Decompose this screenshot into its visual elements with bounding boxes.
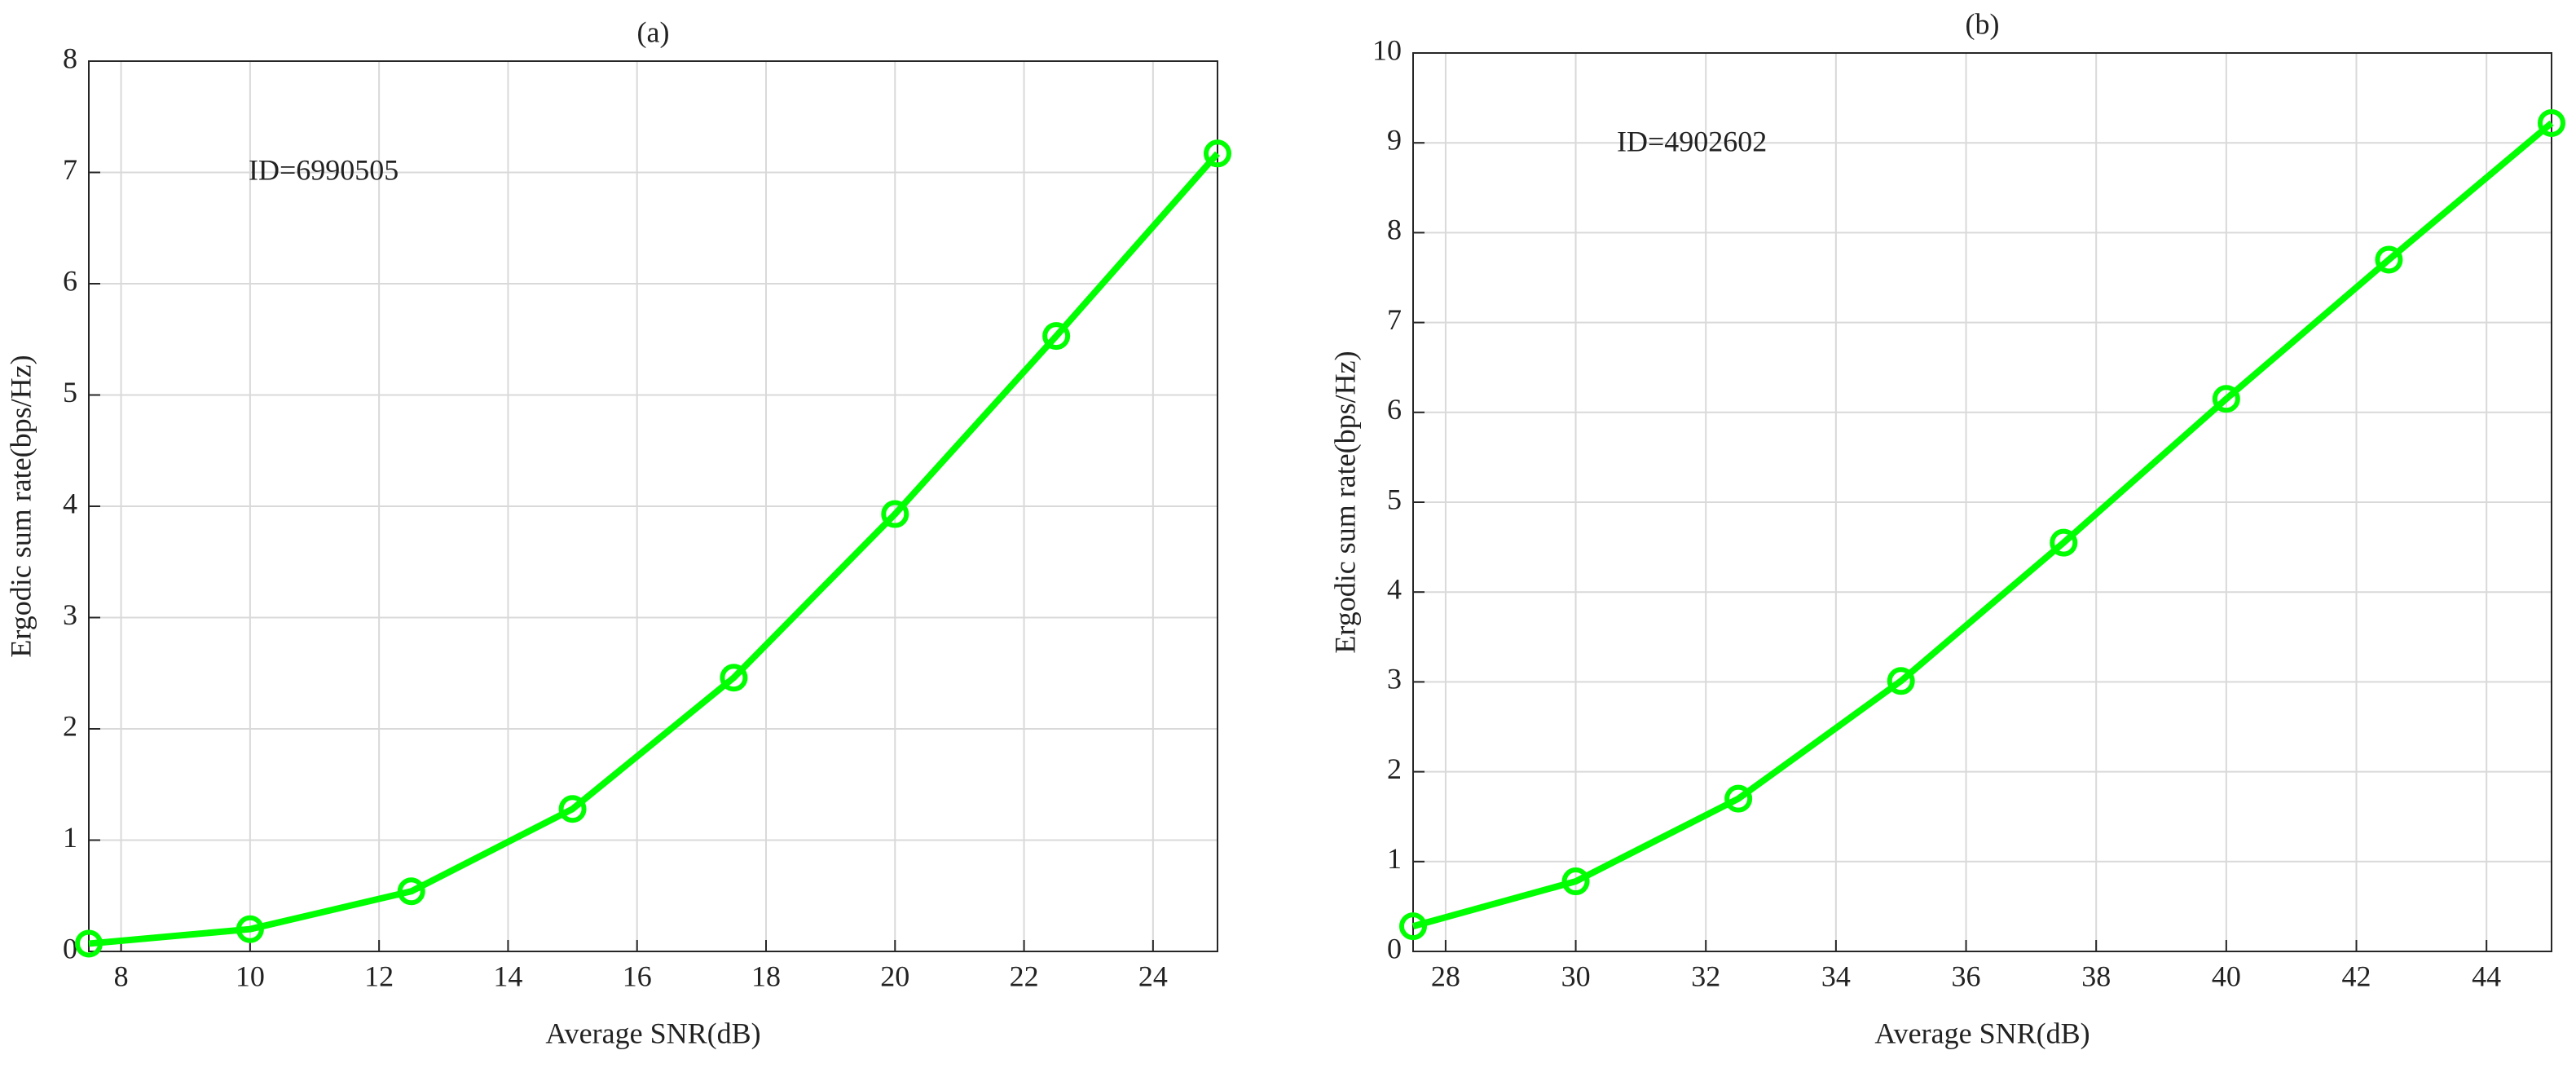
- x-tick-label: 32: [1691, 960, 1720, 992]
- x-axis-label: Average SNR(dB): [545, 1017, 760, 1049]
- x-tick-label: 30: [1561, 960, 1591, 992]
- data-point: [1887, 667, 1915, 695]
- y-tick-label: 1: [63, 821, 77, 854]
- data-point: [1724, 784, 1753, 813]
- y-tick-label: 2: [63, 709, 77, 742]
- data-point: [75, 929, 103, 958]
- plot-frame: [1412, 52, 2552, 952]
- y-tick-label: 2: [1387, 752, 1402, 785]
- data-point: [2375, 245, 2403, 274]
- x-tick-label: 42: [2342, 960, 2371, 992]
- data-point: [397, 877, 425, 906]
- plot-frame: [88, 60, 1218, 952]
- y-tick-label: 3: [1387, 663, 1402, 695]
- y-tick-label: 0: [63, 932, 77, 964]
- y-tick-label: 5: [63, 376, 77, 408]
- data-point: [2212, 385, 2240, 413]
- y-tick-label: 4: [1387, 572, 1402, 605]
- x-tick-label: 14: [493, 960, 522, 992]
- data-point: [1204, 139, 1231, 168]
- y-tick-label: 9: [1387, 123, 1402, 156]
- data-point: [720, 664, 748, 692]
- y-tick-label: 6: [1387, 393, 1402, 426]
- y-tick-label: 5: [1387, 483, 1402, 515]
- y-axis-label: Ergodic sum rate(bps/Hz): [4, 355, 37, 657]
- y-axis-label: Ergodic sum rate(bps/Hz): [1328, 351, 1361, 653]
- data-point: [558, 795, 587, 823]
- data-point: [881, 500, 909, 528]
- data-point: [1399, 912, 1427, 941]
- x-tick-label: 24: [1138, 960, 1168, 992]
- y-tick-label: 3: [63, 598, 77, 631]
- y-tick-label: 7: [1387, 303, 1402, 336]
- data-line: [1411, 120, 2554, 929]
- x-tick-label: 34: [1821, 960, 1851, 992]
- x-tick-label: 12: [364, 960, 394, 992]
- data-point: [1042, 322, 1071, 351]
- y-tick-label: 6: [63, 264, 77, 297]
- x-tick-label: 44: [2472, 960, 2501, 992]
- x-tick-label: 28: [1431, 960, 1460, 992]
- x-tick-label: 20: [880, 960, 909, 992]
- x-tick-label: 16: [623, 960, 652, 992]
- x-tick-label: 36: [1952, 960, 1981, 992]
- data-point: [236, 915, 264, 943]
- chart-title: (b): [1966, 7, 2000, 40]
- x-tick-label: 38: [2081, 960, 2111, 992]
- x-axis-label: Average SNR(dB): [1874, 1017, 2089, 1049]
- annotation: ID=4902602: [1617, 125, 1767, 157]
- x-tick-label: 10: [236, 960, 265, 992]
- y-tick-label: 8: [1387, 214, 1402, 246]
- y-tick-label: 7: [63, 153, 77, 186]
- y-tick-label: 4: [63, 487, 77, 519]
- y-tick-label: 1: [1387, 842, 1402, 875]
- chart-title: (a): [637, 15, 670, 48]
- x-tick-label: 8: [114, 960, 129, 992]
- data-point: [1561, 867, 1590, 896]
- data-line: [88, 151, 1220, 947]
- x-tick-label: 22: [1010, 960, 1039, 992]
- data-point: [2050, 528, 2078, 557]
- x-tick-label: 18: [751, 960, 781, 992]
- x-tick-label: 40: [2212, 960, 2241, 992]
- annotation: ID=6990505: [249, 153, 399, 186]
- y-tick-label: 10: [1372, 33, 1402, 66]
- y-tick-label: 0: [1387, 932, 1402, 964]
- data-point: [2538, 108, 2565, 137]
- y-tick-label: 8: [63, 42, 77, 74]
